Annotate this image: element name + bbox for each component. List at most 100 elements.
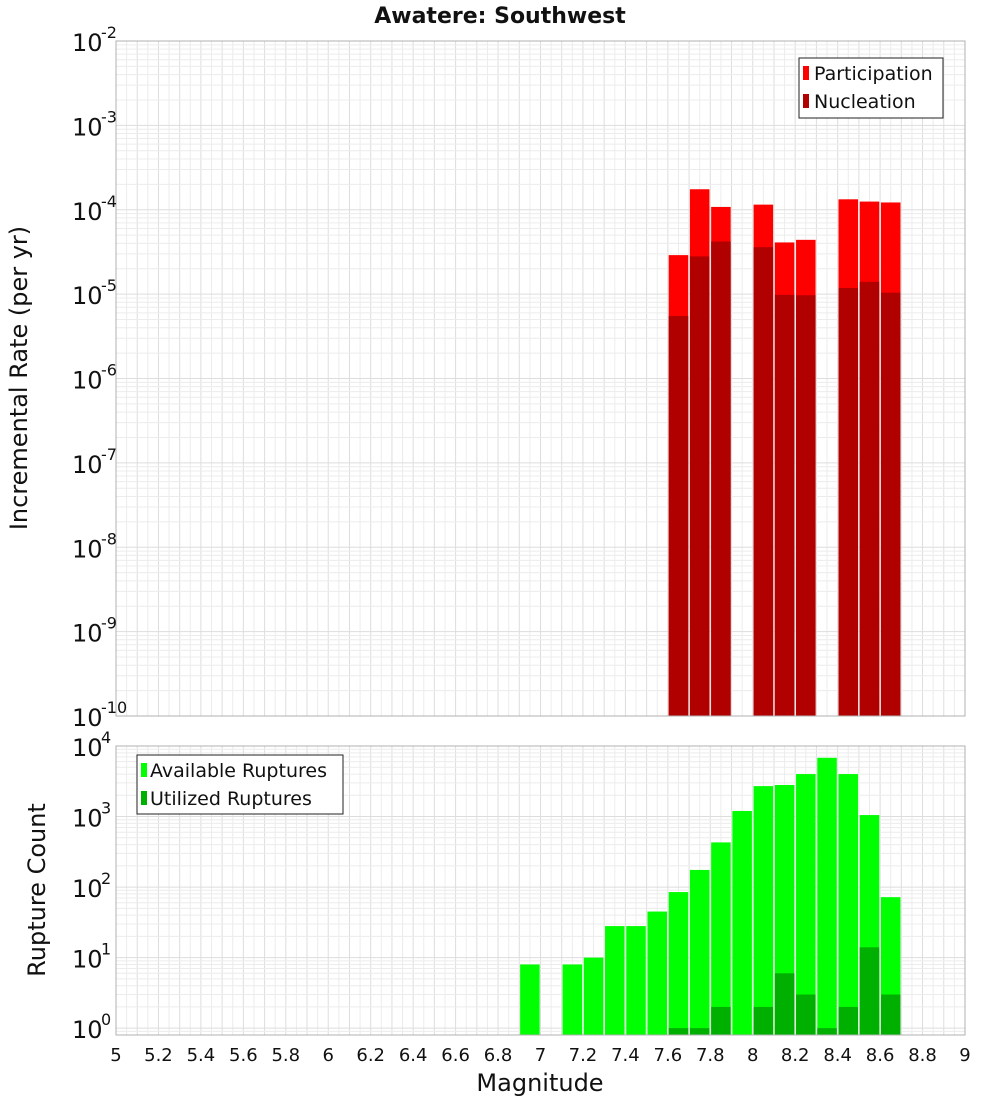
y-tick-label: 10-10	[72, 698, 127, 732]
y-tick-label: 10-6	[72, 361, 117, 395]
x-tick-label: 7.6	[654, 1045, 683, 1066]
y-tick-exponent: -8	[101, 529, 117, 548]
y-tick-base: 10	[72, 535, 103, 563]
x-tick-label: 8.8	[908, 1045, 937, 1066]
x-tick-label: 6	[323, 1045, 334, 1066]
y-tick-label: 10-8	[72, 529, 117, 563]
y-tick-base: 10	[72, 367, 103, 395]
y-tick-base: 10	[72, 29, 103, 57]
available-legend-label: Available Ruptures	[150, 760, 327, 782]
y-tick-label: 10-3	[72, 107, 117, 141]
y-tick-exponent: 4	[101, 728, 111, 747]
x-tick-label: 6.2	[356, 1045, 385, 1066]
rupture-plot-bars	[520, 757, 901, 1035]
y-tick-exponent: -6	[101, 361, 117, 380]
y-tick-base: 10	[72, 198, 103, 226]
rupture-plot-y-axis-title: Rupture Count	[23, 803, 51, 977]
available-bar	[689, 869, 710, 1035]
y-tick-label: 103	[72, 799, 111, 833]
y-tick-base: 10	[72, 805, 103, 833]
x-tick-label: 9	[959, 1045, 970, 1066]
nucleation-bar	[711, 241, 731, 717]
y-tick-base: 10	[72, 1016, 103, 1044]
y-tick-exponent: -9	[101, 614, 117, 633]
y-tick-label: 104	[72, 728, 111, 762]
nucleation-bar	[668, 316, 689, 716]
x-tick-label: 5.6	[229, 1045, 258, 1066]
utilized-bar	[838, 1006, 859, 1035]
rupture-legend-box	[136, 754, 344, 815]
x-tick-label: 5.2	[144, 1045, 173, 1066]
utilized-legend-label: Utilized Ruptures	[150, 788, 312, 810]
y-tick-base: 10	[72, 451, 103, 479]
rate-plot-legend: Participation Nucleation	[798, 57, 944, 119]
nucleation-bar	[774, 294, 795, 716]
x-tick-label: 7.8	[696, 1045, 725, 1066]
utilized-bar	[796, 994, 816, 1035]
nucleation-bar	[796, 295, 816, 716]
y-tick-label: 101	[72, 940, 111, 974]
participation-legend-swatch	[803, 66, 809, 80]
y-tick-label: 10-9	[72, 614, 117, 648]
nucleation-bar	[753, 247, 774, 716]
participation-legend-label: Participation	[814, 63, 933, 85]
y-tick-base: 10	[72, 875, 103, 903]
y-tick-exponent: 0	[101, 1010, 111, 1029]
nucleation-legend-swatch	[803, 94, 809, 108]
utilized-bar	[753, 1006, 774, 1035]
y-tick-base: 10	[72, 282, 103, 310]
y-tick-base: 10	[72, 620, 103, 648]
utilized-bar	[817, 1028, 837, 1035]
y-tick-exponent: 2	[101, 869, 111, 888]
available-bar	[711, 842, 731, 1035]
utilized-bar	[774, 973, 795, 1035]
rate-legend-box	[798, 57, 944, 119]
utilized-bar	[689, 1028, 710, 1035]
rupture-plot-legend: Available Ruptures Utilized Ruptures	[136, 754, 344, 815]
available-bar	[583, 957, 604, 1035]
available-bar	[520, 964, 540, 1035]
x-tick-label: 8.2	[781, 1045, 810, 1066]
available-bar	[605, 926, 625, 1035]
y-tick-label: 100	[72, 1010, 111, 1044]
rate-plot-bars	[668, 189, 901, 717]
utilized-bar	[859, 947, 880, 1035]
rate-plot-frame	[115, 40, 966, 717]
x-tick-label: 5.4	[187, 1045, 216, 1066]
available-bar	[774, 784, 795, 1035]
x-tick-label: 8.4	[823, 1045, 852, 1066]
x-tick-label: 6.8	[484, 1045, 513, 1066]
y-tick-label: 10-2	[72, 23, 117, 57]
y-tick-exponent: -2	[101, 23, 117, 42]
available-bar	[817, 757, 837, 1035]
y-tick-exponent: -10	[101, 698, 127, 717]
available-bar	[796, 774, 816, 1035]
nucleation-bar	[880, 292, 901, 716]
y-tick-base: 10	[72, 113, 103, 141]
x-tick-label: 6.6	[441, 1045, 470, 1066]
x-tick-label: 7	[535, 1045, 546, 1066]
available-bar	[732, 810, 752, 1035]
y-tick-exponent: 3	[101, 799, 111, 818]
available-bar	[562, 964, 583, 1035]
y-tick-exponent: -5	[101, 276, 117, 295]
x-tick-label: 5	[110, 1045, 121, 1066]
available-bar	[753, 786, 774, 1035]
y-tick-label: 10-4	[72, 192, 117, 226]
x-tick-label: 6.4	[399, 1045, 428, 1066]
x-tick-label: 7.2	[569, 1045, 598, 1066]
nucleation-bar	[689, 256, 710, 716]
chart-title: Awatere: Southwest	[374, 4, 626, 29]
nucleation-bar	[859, 281, 880, 716]
x-tick-label: 7.4	[611, 1045, 640, 1066]
y-tick-exponent: 1	[101, 940, 111, 959]
available-legend-swatch	[141, 763, 147, 777]
rupture-plot-frame	[115, 745, 966, 1036]
x-tick-label: 5.8	[271, 1045, 300, 1066]
rupture-plot-x-ticks: 5 5.2 5.4 5.6 5.8 6 6.2 6.4 6.6 6.8 7 7.2 7.4 7.6 7.8 8…	[110, 1045, 970, 1066]
utilized-bar	[880, 994, 901, 1035]
